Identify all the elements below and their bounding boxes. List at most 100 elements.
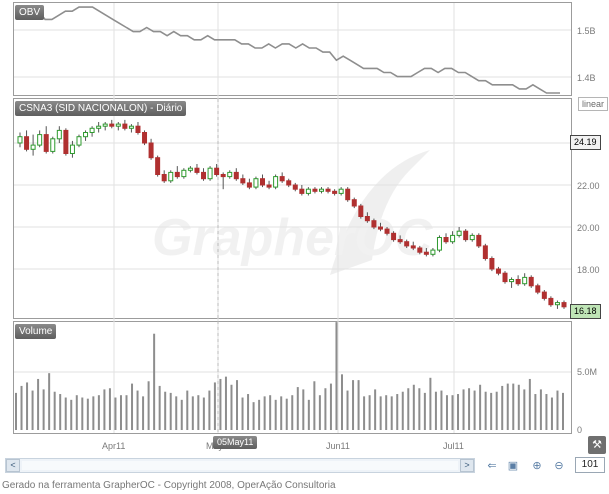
zoom-level-input[interactable]: 101 <box>575 457 605 473</box>
candle <box>50 136 56 154</box>
zoom-in-icon[interactable]: ⊕ <box>532 460 542 472</box>
candle <box>332 189 338 196</box>
candle-body <box>260 178 266 186</box>
scroll-left-button[interactable]: < <box>6 459 20 472</box>
volume-bar <box>423 392 426 430</box>
candle <box>30 134 36 156</box>
candle <box>345 187 351 202</box>
volume-bar <box>340 374 343 430</box>
candle <box>554 300 560 309</box>
candle-body <box>89 127 95 134</box>
volume-bar <box>114 397 117 430</box>
time-scrollbar[interactable]: < > <box>5 458 475 473</box>
candle <box>89 126 95 137</box>
price-panel-title: CSNA3 (SID NACIONALON) - Diário <box>15 101 187 116</box>
candle-body <box>63 129 69 154</box>
candle <box>509 277 515 288</box>
volume-bar <box>473 390 476 430</box>
volume-bar <box>307 399 310 430</box>
candle-body <box>364 216 370 222</box>
volume-tick-5m: 5.0M <box>577 367 597 377</box>
volume-bar <box>147 381 150 430</box>
candle-body <box>456 230 462 236</box>
candle-body <box>299 188 305 194</box>
candle <box>115 122 121 131</box>
candle <box>469 233 475 242</box>
candle <box>63 128 69 156</box>
candle-body <box>207 167 213 180</box>
candle-body <box>227 171 233 178</box>
volume-bar <box>224 376 227 430</box>
volume-bar <box>479 384 482 430</box>
candle <box>233 168 239 181</box>
zoom-out-icon[interactable]: ⊖ <box>554 460 564 472</box>
candle-body <box>286 180 292 186</box>
candle-body <box>495 268 501 274</box>
volume-bar <box>346 390 349 430</box>
candle <box>279 172 285 183</box>
volume-bar <box>484 391 487 430</box>
candle <box>561 300 567 309</box>
candle-body <box>220 174 226 178</box>
candle-body <box>168 171 174 182</box>
volume-bar <box>412 384 415 430</box>
volume-bar <box>468 388 471 430</box>
fit-chart-icon[interactable]: ▣ <box>507 460 519 472</box>
volume-bar <box>379 396 382 430</box>
candle <box>522 273 528 286</box>
candle <box>273 174 279 190</box>
volume-bar <box>153 333 156 430</box>
candle-body <box>246 182 252 188</box>
volume-panel <box>13 321 572 434</box>
candle-body <box>554 302 560 306</box>
candle-body <box>482 245 488 259</box>
candle-body <box>17 136 23 144</box>
volume-bar <box>20 385 23 430</box>
obv-label: OBV <box>15 5 45 20</box>
candle-body <box>292 184 298 190</box>
candle-body <box>181 169 187 178</box>
volume-bar <box>252 402 255 430</box>
volume-bar <box>462 389 465 430</box>
wrench-icon: ⚒ <box>592 439 602 451</box>
price-tick-22: 22.00 <box>577 181 600 191</box>
scrollbar-thumb[interactable] <box>22 461 458 470</box>
candle-body <box>76 136 82 146</box>
volume-bar <box>457 394 460 430</box>
volume-bar <box>247 394 250 430</box>
candle-body <box>305 188 311 194</box>
candle <box>541 290 547 301</box>
candle <box>194 164 200 175</box>
candle-body <box>24 136 30 150</box>
candle <box>548 296 554 307</box>
candle <box>168 170 174 183</box>
candle <box>358 203 364 219</box>
volume-bar <box>81 397 84 430</box>
obv-tick-1: 1.5B <box>577 26 596 36</box>
candle <box>181 168 187 179</box>
candle-body <box>450 234 456 243</box>
candle <box>207 166 213 181</box>
volume-bar <box>324 388 327 430</box>
candle <box>436 235 442 253</box>
candle-body <box>240 178 246 184</box>
scroll-right-button[interactable]: > <box>460 459 474 472</box>
candle <box>37 130 43 148</box>
candle <box>266 180 272 190</box>
candle <box>148 138 154 160</box>
scale-mode-toggle[interactable]: linear <box>578 97 609 111</box>
volume-bar <box>374 389 377 430</box>
settings-button[interactable]: ⚒ <box>588 436 606 454</box>
candle-body <box>469 234 475 241</box>
candle-body <box>522 276 528 285</box>
zoom-out-arrows-icon[interactable]: ⇐ <box>487 460 497 472</box>
candle <box>201 168 207 181</box>
candle-body <box>377 226 383 230</box>
volume-bar <box>42 389 45 430</box>
candle-body <box>266 184 272 188</box>
volume-bar <box>445 395 448 430</box>
volume-bar-layer <box>15 322 564 430</box>
volume-bar <box>495 391 498 430</box>
candle-body <box>115 123 121 127</box>
volume-bar <box>291 395 294 430</box>
